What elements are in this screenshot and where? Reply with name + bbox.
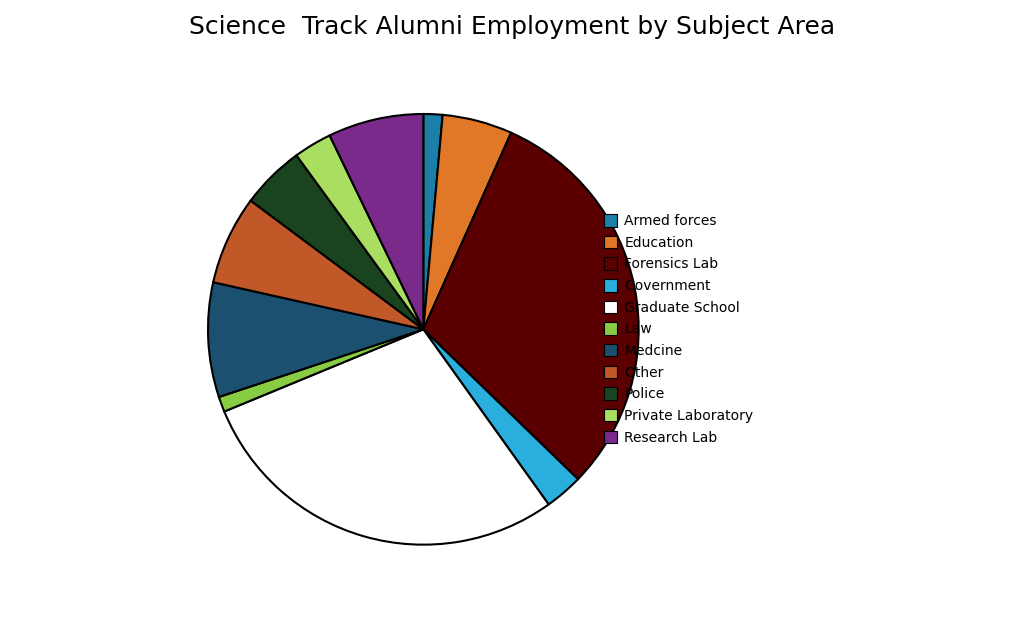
- Wedge shape: [423, 330, 578, 505]
- Wedge shape: [330, 114, 423, 330]
- Legend: Armed forces, Education, Forensics Lab, Government, Graduate School, Law, Medcin: Armed forces, Education, Forensics Lab, …: [598, 209, 759, 450]
- Wedge shape: [251, 155, 423, 330]
- Wedge shape: [423, 115, 511, 330]
- Wedge shape: [297, 135, 423, 330]
- Title: Science  Track Alumni Employment by Subject Area: Science Track Alumni Employment by Subje…: [189, 15, 835, 39]
- Wedge shape: [213, 201, 423, 330]
- Wedge shape: [423, 133, 639, 479]
- Wedge shape: [423, 114, 442, 330]
- Wedge shape: [208, 282, 423, 397]
- Wedge shape: [219, 330, 423, 412]
- Wedge shape: [224, 330, 549, 545]
